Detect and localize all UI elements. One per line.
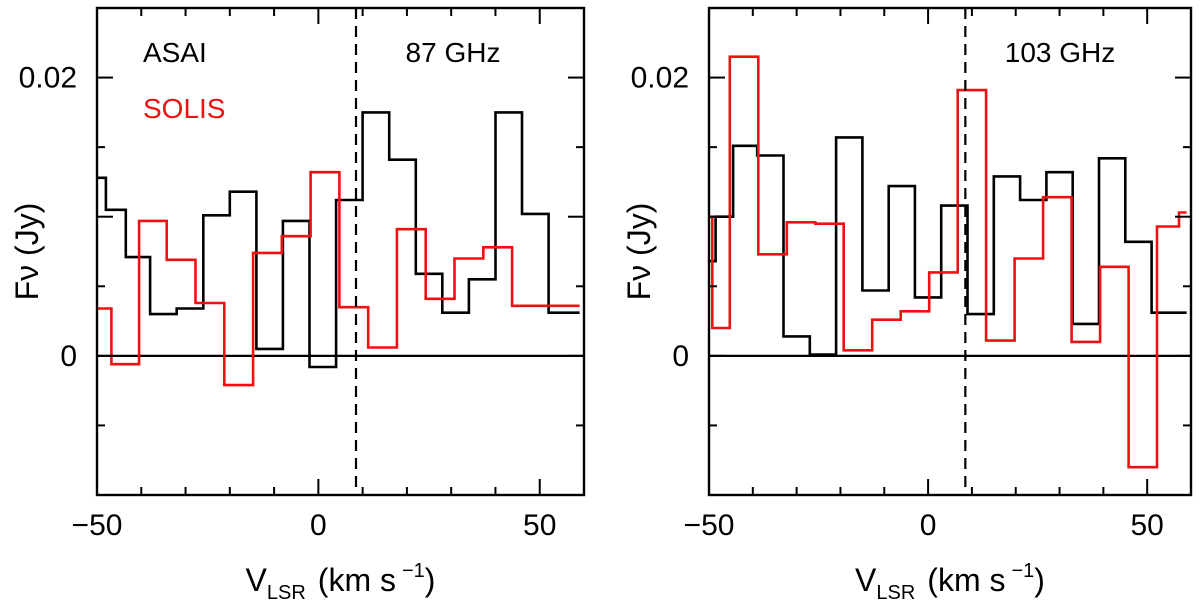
panel-title: 87 GHz (406, 37, 501, 68)
x-axis-label-part: ) (425, 562, 436, 598)
ticks (96, 7, 585, 496)
x-axis-label-part: (km s (318, 562, 396, 598)
plot-frame (95, 6, 586, 497)
series-solis-line (97, 170, 580, 387)
x-tick-label: 0 (920, 509, 937, 542)
x-tick-label: 50 (523, 509, 556, 542)
x-axis-label-part: ) (1034, 562, 1045, 598)
x-axis-label-part: LSR (267, 582, 306, 604)
plot-frame (707, 6, 1193, 497)
legend-asai: ASAI (143, 37, 207, 68)
panel-103ghz: −50 0 50 0 0.02 103 GHz VLSR (km s −1) Fν (Jy) (621, 6, 1193, 604)
y-tick-label: 0 (60, 340, 77, 373)
series-asai-line (97, 111, 580, 369)
series-solis-line (709, 55, 1187, 469)
x-tick-label: −50 (72, 509, 123, 542)
x-axis-label-part: V (246, 562, 268, 598)
x-axis-label: VLSR (km s −1) (246, 560, 436, 604)
y-axis-label: Fν (Jy) (9, 203, 45, 301)
x-tick-label: −50 (684, 509, 735, 542)
data-series (97, 111, 580, 387)
ticks (708, 7, 1192, 496)
x-axis-label-part: LSR (876, 582, 915, 604)
x-axis-label-part: V (855, 562, 877, 598)
panel-87ghz: −50 0 50 0 0.02 87 GHz ASAI SOLIS VLSR (km s −1) Fν… (9, 6, 586, 604)
data-series (709, 55, 1187, 469)
x-axis-label: VLSR (km s −1) (855, 560, 1045, 604)
x-tick-label: 50 (1130, 509, 1163, 542)
y-tick-label: 0 (672, 340, 689, 373)
x-tick-label: 0 (310, 509, 327, 542)
legend-solis: SOLIS (143, 93, 225, 124)
x-axis-label-part: (km s (927, 562, 1005, 598)
y-tick-label: 0.02 (631, 62, 689, 95)
x-axis-label-part: −1 (1011, 560, 1034, 582)
series-asai-line (709, 136, 1187, 356)
panel-title: 103 GHz (1005, 37, 1116, 68)
x-axis-label-part: −1 (402, 560, 425, 582)
y-axis-label: Fν (Jy) (621, 203, 657, 301)
y-tick-label: 0.02 (19, 62, 77, 95)
